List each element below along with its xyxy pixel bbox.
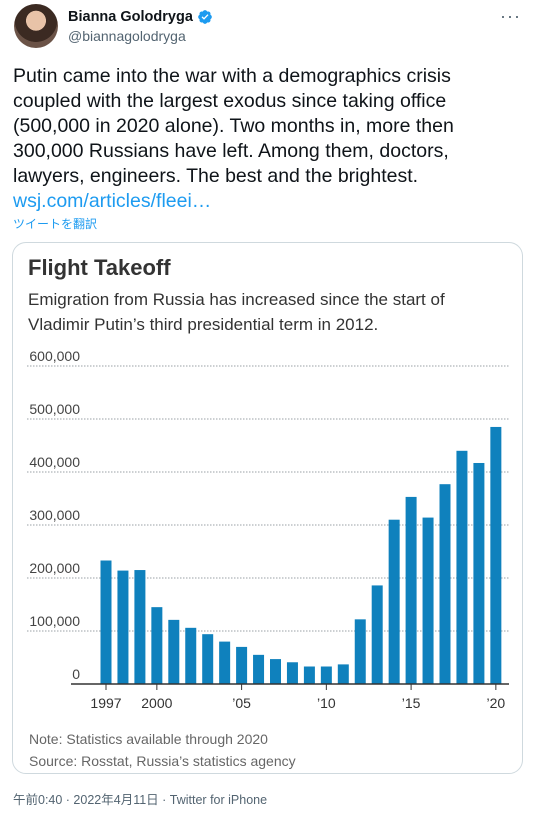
y-tick-label: 0 — [72, 666, 80, 682]
chart-subtitle-line: Vladimir Putin’s third presidential term… — [28, 315, 379, 334]
bar — [320, 666, 332, 684]
tweet-text-line: Putin came into the war with a demograph… — [13, 65, 451, 87]
x-tick-label: 2000 — [141, 695, 172, 711]
y-tick-label: 300,000 — [29, 507, 80, 523]
author-handle[interactable]: @biannagolodryga — [68, 28, 186, 44]
bar — [371, 585, 383, 684]
bar — [219, 641, 231, 684]
y-tick-label: 100,000 — [29, 613, 80, 629]
verified-badge-icon — [198, 10, 212, 24]
bar — [270, 659, 281, 684]
author-name[interactable]: Bianna Golodryga — [68, 9, 193, 25]
bar — [439, 484, 451, 684]
chart-title: Flight Takeoff — [28, 255, 171, 280]
y-tick-label: 400,000 — [29, 454, 80, 470]
bar — [388, 519, 400, 684]
more-icon[interactable]: ··· — [500, 6, 521, 26]
chart-subtitle-line: Emigration from Russia has increased sin… — [28, 290, 445, 309]
y-tick-label: 500,000 — [29, 401, 80, 417]
bar — [405, 496, 417, 684]
bar — [134, 570, 146, 684]
chart-card[interactable]: Flight Takeoff Emigration from Russia ha… — [12, 242, 523, 774]
x-tick-label: ’10 — [317, 695, 336, 711]
tweet-text-line: 300,000 Russians have left. Among them, … — [13, 140, 449, 162]
tweet-text-line: (500,000 in 2020 alone). Two months in, … — [13, 115, 454, 137]
bar — [202, 634, 214, 684]
bar — [100, 560, 112, 684]
bar — [168, 619, 180, 684]
tweet-text: Putin came into the war with a demograph… — [13, 64, 523, 214]
translate-button[interactable]: ツイートを翻訳 — [13, 217, 98, 231]
x-tick-label: ’05 — [232, 695, 251, 711]
tweet-timestamp[interactable]: 午前0:40 · 2022年4月11日 · Twitter for iPhone — [13, 793, 268, 807]
bar — [354, 619, 366, 684]
chart-note: Note: Statistics available through 2020 — [29, 731, 268, 747]
bar — [456, 450, 468, 684]
x-tick-label: ’15 — [402, 695, 421, 711]
avatar[interactable] — [14, 4, 58, 48]
tweet-text-line: coupled with the largest exodus since ta… — [13, 90, 447, 112]
bar-chart: 0 100,000 200,000 300,000 400,000 500,000 600,… — [27, 348, 509, 711]
x-tick-label: ’20 — [487, 695, 506, 711]
tweet-text-line: lawyers, engineers. The best and the bri… — [13, 165, 419, 187]
author-row: Bianna Golodryga — [68, 9, 213, 25]
bar — [253, 654, 265, 684]
bar — [286, 662, 298, 684]
bar — [236, 646, 248, 684]
bar — [422, 517, 434, 684]
bar — [185, 627, 197, 684]
y-tick-label: 600,000 — [29, 348, 80, 364]
article-link[interactable]: wsj.com/articles/fleei… — [13, 190, 212, 212]
bar — [151, 607, 163, 684]
bar — [337, 664, 349, 684]
y-tick-label: 200,000 — [29, 560, 80, 576]
bar — [303, 666, 315, 684]
x-tick-label: 1997 — [90, 695, 121, 711]
chart-subtitle: Emigration from Russia has increased sin… — [28, 287, 508, 337]
bar — [473, 462, 485, 684]
bar — [490, 426, 502, 684]
chart-source: Source: Rosstat, Russia’s statistics age… — [29, 753, 296, 769]
bar — [117, 570, 129, 684]
